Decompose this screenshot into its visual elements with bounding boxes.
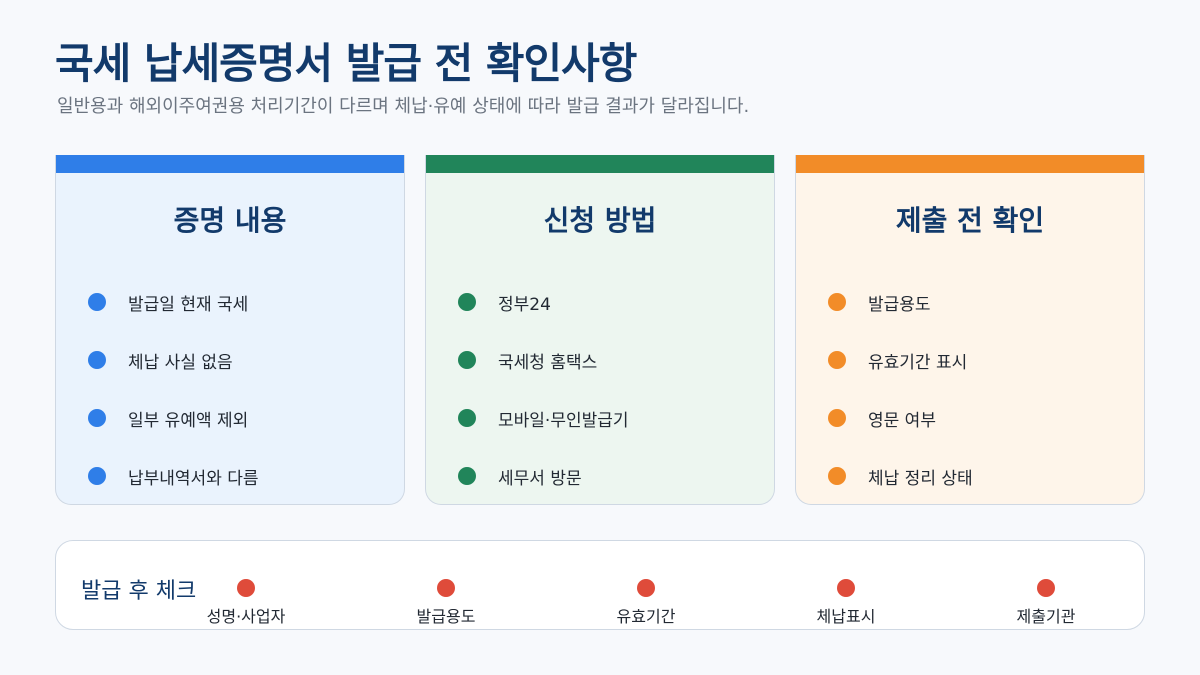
card-item-list: 발급일 현재 국세 체납 사실 없음 일부 유예액 제외 납부내역서와 다름 — [88, 273, 384, 504]
step-dot-icon — [637, 579, 655, 597]
list-item-label: 모바일·무인발급기 — [498, 410, 629, 431]
step-label: 성명·사업자 — [206, 607, 286, 626]
bullet-dot-icon — [88, 409, 106, 427]
list-item-label: 정부24 — [498, 294, 551, 315]
list-item: 유효기간 표시 — [828, 331, 1124, 389]
card-item-list: 정부24 국세청 홈택스 모바일·무인발급기 세무서 방문 — [458, 273, 754, 504]
list-item-label: 체납 정리 상태 — [868, 468, 973, 489]
bullet-dot-icon — [828, 351, 846, 369]
list-item: 납부내역서와 다름 — [88, 447, 384, 504]
list-item: 체납 정리 상태 — [828, 447, 1124, 504]
list-item-label: 세무서 방문 — [498, 468, 582, 489]
list-item-label: 체납 사실 없음 — [128, 352, 233, 373]
list-item: 체납 사실 없음 — [88, 331, 384, 389]
list-item-label: 영문 여부 — [868, 410, 936, 431]
list-item-label: 납부내역서와 다름 — [128, 468, 259, 489]
card-title: 신청 방법 — [543, 204, 657, 237]
card-application-method: 신청 방법 정부24 국세청 홈택스 모바일·무인발급기 세무서 방문 — [425, 155, 775, 505]
check-step: 발급용도 — [376, 579, 516, 627]
step-dot-icon — [237, 579, 255, 597]
check-step: 성명·사업자 — [176, 579, 316, 627]
after-issue-check-panel: 발급 후 체크 성명·사업자 발급용도 유효기간 체납표시 제출기관 — [55, 540, 1145, 630]
card-accent-bar — [796, 155, 1144, 173]
list-item: 국세청 홈택스 — [458, 331, 754, 389]
list-item-label: 발급일 현재 국세 — [128, 294, 249, 315]
check-step: 제출기관 — [976, 579, 1116, 627]
bullet-dot-icon — [88, 351, 106, 369]
list-item-label: 일부 유예액 제외 — [128, 410, 249, 431]
bullet-dot-icon — [828, 293, 846, 311]
step-dot-icon — [437, 579, 455, 597]
bullet-dot-icon — [458, 467, 476, 485]
bullet-dot-icon — [828, 409, 846, 427]
bullet-dot-icon — [458, 293, 476, 311]
bullet-dot-icon — [458, 409, 476, 427]
card-pre-submit-check: 제출 전 확인 발급용도 유효기간 표시 영문 여부 체납 정리 상태 — [795, 155, 1145, 505]
bullet-dot-icon — [828, 467, 846, 485]
bullet-dot-icon — [458, 351, 476, 369]
check-step: 체납표시 — [776, 579, 916, 627]
list-item: 영문 여부 — [828, 389, 1124, 447]
list-item: 모바일·무인발급기 — [458, 389, 754, 447]
card-accent-bar — [426, 155, 774, 173]
list-item-label: 발급용도 — [868, 294, 931, 315]
list-item: 세무서 방문 — [458, 447, 754, 504]
list-item: 발급용도 — [828, 273, 1124, 331]
list-item: 정부24 — [458, 273, 754, 331]
card-title: 제출 전 확인 — [895, 204, 1045, 237]
list-item: 일부 유예액 제외 — [88, 389, 384, 447]
card-item-list: 발급용도 유효기간 표시 영문 여부 체납 정리 상태 — [828, 273, 1124, 504]
list-item-label: 국세청 홈택스 — [498, 352, 598, 373]
bullet-dot-icon — [88, 467, 106, 485]
page-subtitle: 일반용과 해외이주여권용 처리기간이 다르며 체납·유예 상태에 따라 발급 결… — [57, 96, 750, 117]
step-dot-icon — [1037, 579, 1055, 597]
card-accent-bar — [56, 155, 404, 173]
step-label: 발급용도 — [416, 607, 476, 626]
card-certificate-content: 증명 내용 발급일 현재 국세 체납 사실 없음 일부 유예액 제외 납부내역서… — [55, 155, 405, 505]
page-title: 국세 납세증명서 발급 전 확인사항 — [55, 39, 637, 88]
check-step: 유효기간 — [576, 579, 716, 627]
panel-title: 발급 후 체크 — [81, 579, 197, 604]
step-label: 제출기관 — [1016, 607, 1076, 626]
list-item: 발급일 현재 국세 — [88, 273, 384, 331]
card-title: 증명 내용 — [173, 204, 287, 237]
list-item-label: 유효기간 표시 — [868, 352, 968, 373]
step-dot-icon — [837, 579, 855, 597]
bullet-dot-icon — [88, 293, 106, 311]
step-label: 체납표시 — [816, 607, 876, 626]
step-label: 유효기간 — [616, 607, 676, 626]
